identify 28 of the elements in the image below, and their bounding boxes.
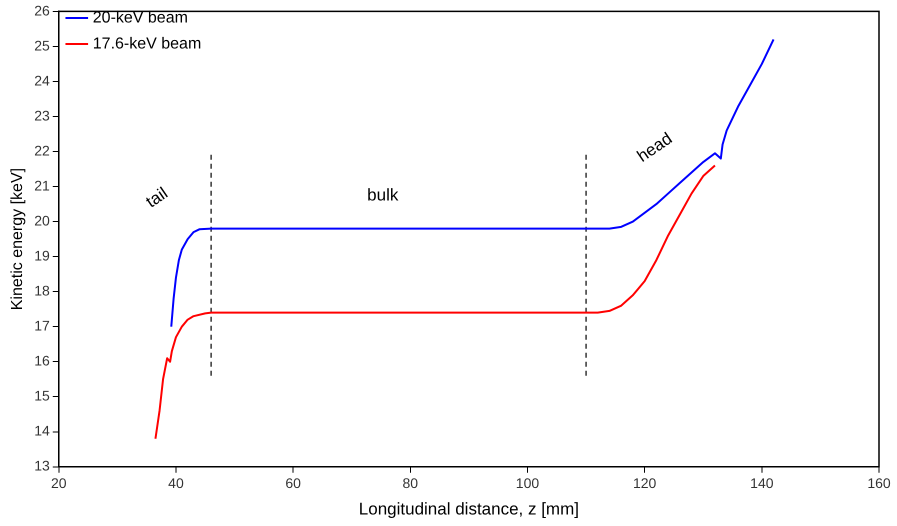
y-tick-label: 15 — [34, 388, 50, 404]
y-tick-label: 26 — [34, 2, 50, 18]
y-tick-label: 19 — [34, 247, 50, 264]
x-tick-label: 100 — [516, 475, 540, 492]
y-tick-label: 22 — [34, 142, 50, 158]
x-tick-label: 20 — [50, 475, 67, 492]
y-tick-label: 20 — [34, 212, 50, 228]
x-tick-label: 120 — [632, 475, 657, 492]
y-tick-label: 25 — [34, 37, 50, 54]
x-axis-title: Longitudinal distance, z [mm] — [358, 499, 579, 518]
y-tick-label: 16 — [34, 352, 50, 369]
x-tick-label: 60 — [285, 475, 302, 492]
y-tick-label: 18 — [34, 282, 50, 299]
y-tick-label: 24 — [34, 72, 50, 88]
y-tick-label: 13 — [34, 458, 50, 474]
legend-label: 20-keV beam — [92, 9, 188, 26]
y-tick-label: 14 — [34, 422, 50, 439]
x-tick-label: 160 — [867, 475, 891, 492]
x-tick-label: 140 — [750, 475, 774, 492]
y-tick-label: 17 — [34, 318, 50, 334]
legend-label: 17.6-keV beam — [92, 35, 202, 52]
y-tick-label: 23 — [34, 107, 50, 124]
x-tick-label: 80 — [402, 475, 418, 492]
annotation: bulk — [367, 186, 399, 205]
y-tick-label: 21 — [34, 177, 50, 194]
y-axis-title: Kinetic energy [keV] — [9, 168, 26, 310]
annotation: tail — [142, 183, 172, 212]
x-tick-label: 40 — [168, 475, 184, 492]
